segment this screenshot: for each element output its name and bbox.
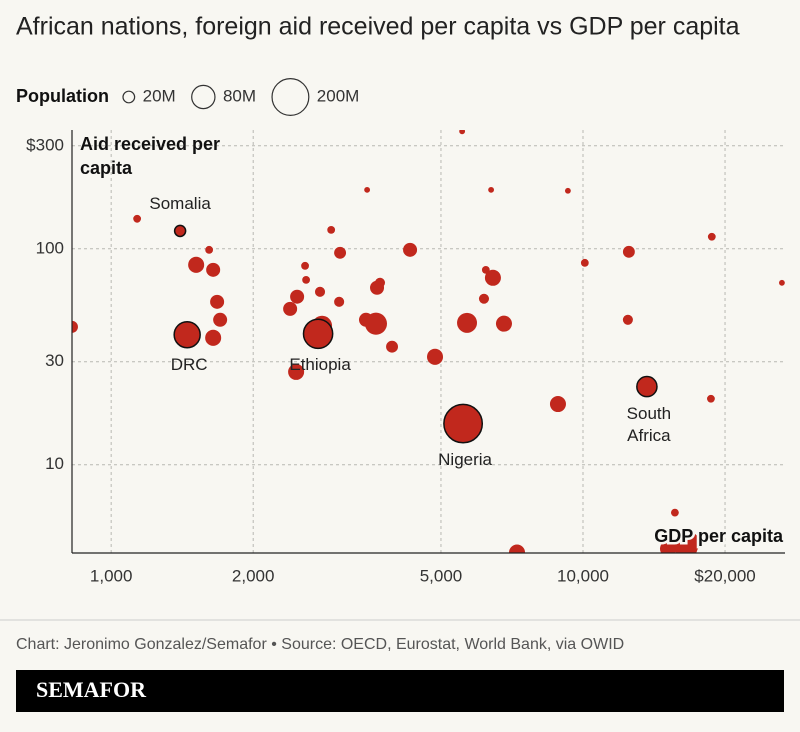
highlighted-point xyxy=(173,224,187,238)
point xyxy=(206,262,221,277)
x-tick-label: $20,000 xyxy=(694,566,755,585)
point xyxy=(622,314,633,325)
y-tick-label: 100 xyxy=(36,238,64,257)
highlighted-point xyxy=(636,375,658,398)
point xyxy=(314,286,326,297)
point-label-box: Nigeria xyxy=(438,449,492,469)
point xyxy=(288,363,305,380)
point xyxy=(72,320,78,333)
brand-bar xyxy=(16,670,784,712)
legend-label: 20M xyxy=(143,86,176,105)
point xyxy=(549,396,566,413)
points xyxy=(72,130,785,553)
point-label-box: DRC xyxy=(170,354,208,374)
legend-bubble xyxy=(271,78,310,116)
point xyxy=(334,246,347,259)
x-tick-label: 5,000 xyxy=(420,566,463,585)
legend-label: 200M xyxy=(317,86,360,105)
point xyxy=(283,301,298,316)
point-label: Ethiopia xyxy=(289,355,351,375)
highlighted-point xyxy=(173,320,201,349)
point-label-box: South Africa xyxy=(626,403,672,445)
brand-logo: SEMAFOR xyxy=(36,677,147,702)
point-label: South Africa xyxy=(626,403,672,445)
point xyxy=(188,256,205,273)
point xyxy=(488,186,495,193)
point xyxy=(301,261,309,270)
legend-label: 80M xyxy=(223,86,256,105)
point xyxy=(707,232,716,241)
point xyxy=(403,242,418,257)
point xyxy=(671,508,679,517)
point xyxy=(659,540,676,553)
point xyxy=(210,294,225,309)
point xyxy=(374,277,386,288)
y-axis-title-text: Aid received per capita xyxy=(80,134,221,178)
grid xyxy=(72,130,785,553)
point xyxy=(478,293,490,304)
point-label: Somalia xyxy=(149,194,211,214)
point xyxy=(509,544,526,553)
point-label-box: Ethiopia xyxy=(289,355,351,375)
x-axis-title: GDP per capita xyxy=(654,526,784,546)
highlighted-point xyxy=(443,403,484,444)
chart-title: African nations, foreign aid received pe… xyxy=(16,13,740,41)
legend-title: Population xyxy=(16,86,109,106)
point xyxy=(707,394,715,403)
y-axis-title: Aid received per capita xyxy=(80,134,221,178)
highlighted-point xyxy=(302,318,334,350)
point xyxy=(205,329,222,346)
point-label-box: Somalia xyxy=(149,194,211,214)
legend-bubble xyxy=(122,90,136,104)
point xyxy=(457,312,478,333)
point-label: Nigeria xyxy=(438,449,492,469)
point-label: DRC xyxy=(170,354,208,374)
point xyxy=(459,130,466,135)
point xyxy=(364,312,387,335)
point xyxy=(290,289,305,304)
point xyxy=(327,225,336,234)
x-tick-label: 10,000 xyxy=(557,566,609,585)
point xyxy=(205,245,214,254)
point xyxy=(564,187,571,194)
y-tick-label: $300 xyxy=(26,135,64,154)
point xyxy=(386,340,398,353)
point xyxy=(302,275,310,284)
point xyxy=(622,245,635,258)
x-tick-label: 2,000 xyxy=(232,566,275,585)
y-tick-label: 10 xyxy=(45,454,64,473)
point xyxy=(364,186,371,193)
point xyxy=(334,296,345,307)
point xyxy=(427,348,444,365)
source-note: Chart: Jeronimo Gonzalez/Semafor • Sourc… xyxy=(16,636,624,653)
point xyxy=(779,279,785,286)
x-tick-label: 1,000 xyxy=(90,566,133,585)
point xyxy=(484,269,501,286)
point xyxy=(680,532,701,553)
point xyxy=(580,258,589,267)
point xyxy=(133,214,142,223)
point xyxy=(495,315,512,332)
point xyxy=(213,312,228,327)
y-tick-label: 30 xyxy=(45,351,64,370)
size-legend: Population 20M 80M 200M xyxy=(16,78,360,116)
legend-bubble xyxy=(191,84,216,110)
